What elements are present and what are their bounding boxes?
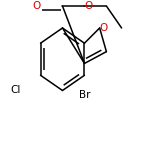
Text: O: O: [100, 23, 108, 33]
Text: O: O: [85, 1, 93, 11]
Text: O: O: [32, 1, 41, 11]
Text: Br: Br: [79, 90, 90, 100]
Text: Cl: Cl: [10, 85, 20, 95]
